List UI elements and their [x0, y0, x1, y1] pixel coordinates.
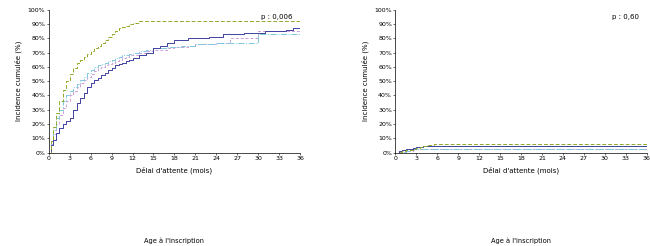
X-axis label: Délai d'attente (mois): Délai d'attente (mois) [136, 167, 213, 174]
X-axis label: Délai d'attente (mois): Délai d'attente (mois) [483, 167, 559, 174]
Legend: 0-2 ans, 11-17 ans, 3-5 ans, 6-10 ans: 0-2 ans, 11-17 ans, 3-5 ans, 6-10 ans [85, 237, 263, 246]
Y-axis label: Incidence cumulée (%): Incidence cumulée (%) [14, 41, 22, 121]
Text: p : 0,006: p : 0,006 [261, 14, 292, 20]
Y-axis label: Incidence cumulée (%): Incidence cumulée (%) [361, 41, 369, 121]
Legend: 0-2 ans, 11-17 ans, 3-5 ans, 6-10 ans: 0-2 ans, 11-17 ans, 3-5 ans, 6-10 ans [432, 237, 610, 246]
Text: p : 0,60: p : 0,60 [612, 14, 639, 20]
